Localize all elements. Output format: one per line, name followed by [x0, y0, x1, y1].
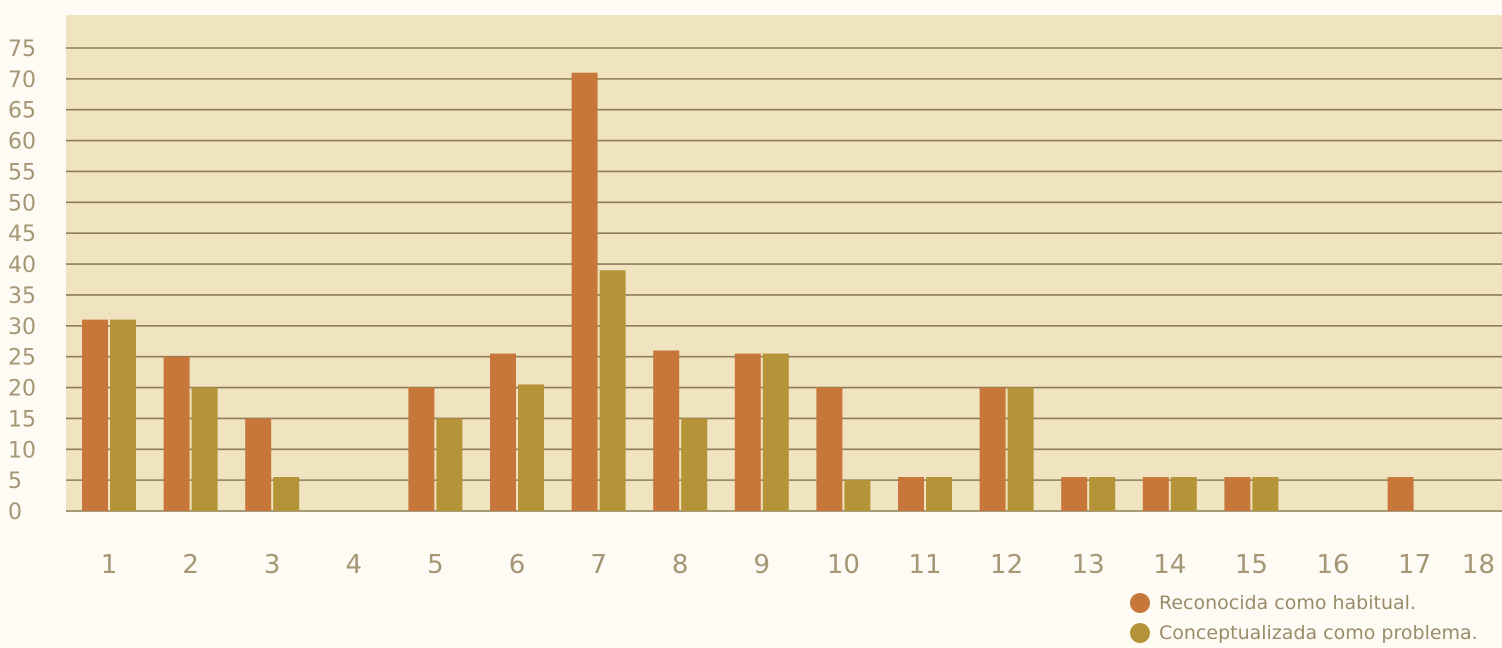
x-tick-label: 13 — [1072, 550, 1105, 580]
x-tick-label: 5 — [427, 550, 444, 580]
bar-reconocida — [408, 387, 435, 511]
bar-reconocida — [1224, 477, 1251, 511]
x-tick-label: 2 — [182, 550, 199, 580]
y-tick-label: 15 — [8, 407, 36, 432]
bar-reconocida — [653, 350, 680, 511]
y-tick-label: 65 — [8, 99, 36, 124]
x-tick-label: 1 — [101, 550, 118, 580]
y-tick-label: 45 — [8, 222, 36, 247]
bar-reconocida — [245, 418, 272, 511]
bar-reconocida — [82, 319, 108, 511]
legend: Reconocida como habitual. Conceptualizad… — [1130, 588, 1478, 648]
bar-conceptualizada — [762, 353, 789, 511]
bar-conceptualizada — [1170, 477, 1197, 511]
bar-conceptualizada — [191, 387, 218, 511]
bar-reconocida — [163, 356, 190, 511]
x-tick-label: 17 — [1398, 550, 1431, 580]
legend-swatch-reconocida — [1130, 593, 1150, 613]
legend-item-conceptualizada: Conceptualizada como problema. — [1130, 618, 1478, 648]
x-tick-label: 6 — [509, 550, 526, 580]
x-tick-label: 10 — [827, 550, 860, 580]
bar-conceptualizada — [110, 319, 136, 511]
y-tick-label: 25 — [8, 346, 36, 371]
bar-conceptualizada — [599, 270, 626, 511]
legend-item-reconocida: Reconocida como habitual. — [1130, 588, 1478, 618]
x-tick-label: 16 — [1316, 550, 1349, 580]
x-tick-label: 9 — [754, 550, 771, 580]
bar-reconocida — [734, 353, 761, 511]
y-tick-label: 10 — [8, 438, 36, 463]
bar-conceptualizada — [436, 418, 463, 511]
y-tick-label: 20 — [8, 377, 36, 402]
bar-conceptualizada — [273, 477, 300, 511]
bar-conceptualizada — [681, 418, 708, 511]
bar-reconocida — [979, 387, 1006, 511]
y-tick-label: 35 — [8, 284, 36, 309]
legend-swatch-conceptualizada — [1130, 623, 1150, 643]
legend-label-reconocida: Reconocida como habitual. — [1159, 592, 1416, 614]
x-tick-label: 18 — [1462, 550, 1495, 580]
bar-reconocida — [898, 477, 924, 511]
bar-reconocida — [1387, 477, 1414, 511]
x-tick-label: 15 — [1235, 550, 1268, 580]
bar-reconocida — [1142, 477, 1169, 511]
legend-label-conceptualizada: Conceptualizada como problema. — [1159, 622, 1478, 644]
x-tick-label: 11 — [908, 550, 941, 580]
y-tick-label: 55 — [8, 160, 36, 185]
bar-reconocida — [1061, 477, 1088, 511]
x-tick-label: 4 — [346, 550, 363, 580]
bar-conceptualizada — [1007, 387, 1034, 511]
y-tick-label: 50 — [8, 191, 36, 216]
bar-conceptualizada — [518, 384, 544, 511]
x-tick-label: 7 — [590, 550, 607, 580]
x-tick-label: 12 — [990, 550, 1023, 580]
bar-reconocida — [816, 387, 843, 511]
y-tick-label: 0 — [8, 500, 22, 525]
x-tick-label: 14 — [1153, 550, 1186, 580]
y-tick-label: 30 — [8, 315, 36, 340]
y-tick-label: 5 — [8, 469, 22, 494]
y-tick-label: 40 — [8, 253, 36, 278]
y-tick-label: 75 — [8, 37, 36, 62]
bar-conceptualizada — [926, 477, 952, 511]
y-tick-label: 70 — [8, 68, 36, 93]
x-tick-label: 8 — [672, 550, 689, 580]
bar-reconocida — [490, 353, 516, 511]
y-tick-label: 60 — [8, 130, 36, 155]
bar-conceptualizada — [1089, 477, 1116, 511]
x-tick-label: 3 — [264, 550, 281, 580]
bar-conceptualizada — [1252, 477, 1279, 511]
bar-reconocida — [571, 72, 598, 512]
bar-conceptualizada — [844, 480, 871, 511]
